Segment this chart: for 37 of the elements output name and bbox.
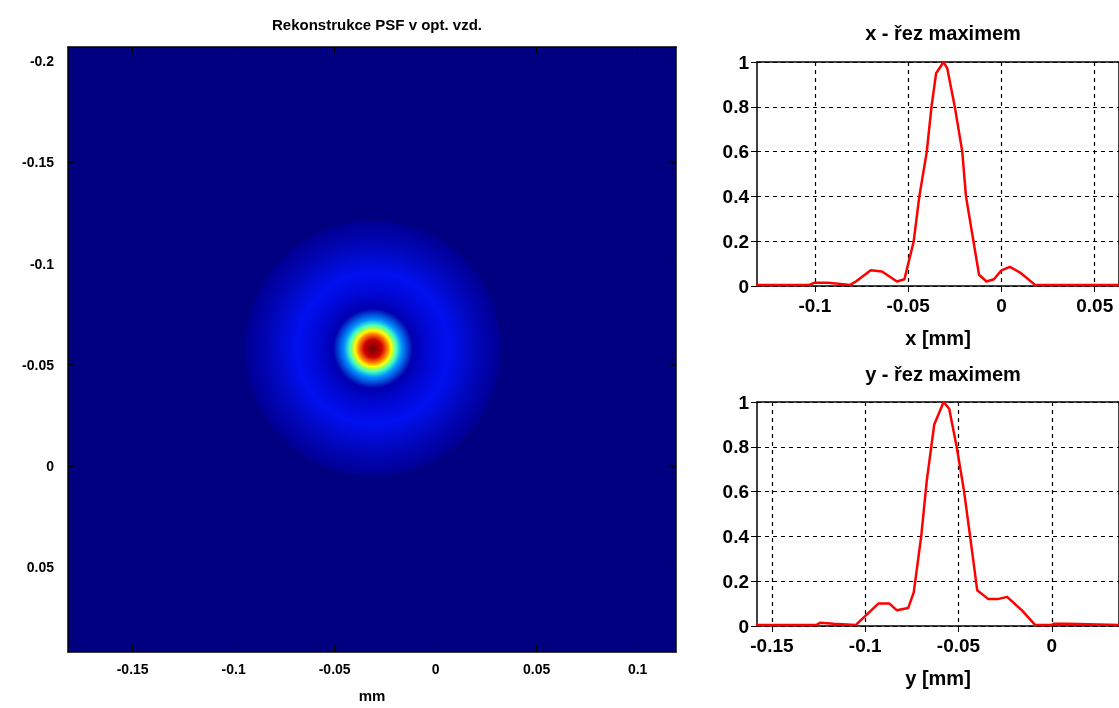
y-tick-label: -0.2 — [29, 53, 55, 70]
x-tick-label: 0.05 — [1076, 295, 1114, 316]
y-tick-label: 0.8 — [722, 96, 749, 118]
x-tick-label: 0 — [996, 295, 1007, 316]
y-tick-label: 0 — [738, 275, 749, 297]
x-axis-title: mm — [358, 687, 386, 704]
y-tick-label: -0.05 — [22, 356, 55, 373]
y-tick-label: 0.8 — [722, 436, 749, 458]
y-tick-label: 0 — [738, 615, 749, 637]
chart-title: y - řez maximem — [865, 363, 1021, 385]
y-tick-label: 0.6 — [722, 141, 749, 163]
y-tick-label: 1 — [738, 51, 750, 73]
x-tick-label: -0.05 — [886, 295, 931, 316]
y-tick-label: -0.15 — [22, 154, 55, 171]
x-tick-label: 0 — [1046, 635, 1058, 656]
y-tick-label: 0.05 — [26, 559, 55, 576]
x-tick-label: -0.15 — [116, 661, 149, 677]
y-tick-label: 1 — [738, 391, 750, 413]
x-tick-label: -0.1 — [848, 635, 883, 656]
x-tick-label: 0.1 — [627, 661, 648, 677]
y-tick-label: 0.4 — [722, 525, 750, 547]
x-tick-label: -0.05 — [936, 635, 981, 656]
chart-title: x - řez maximem — [865, 22, 1021, 44]
x-tick-label: -0.05 — [318, 661, 351, 677]
x-tick-label: -0.1 — [798, 295, 832, 316]
chart-title: Rekonstrukce PSF v opt. vzd. — [271, 16, 483, 33]
x-tick-label: 0.05 — [523, 661, 551, 677]
x-tick-label: -0.1 — [221, 661, 246, 677]
y-tick-label: 0.4 — [722, 185, 750, 207]
y-tick-label: 0.2 — [722, 570, 749, 592]
y-tick-label: 0 — [46, 457, 55, 474]
x-axis-title: y [mm] — [905, 667, 971, 689]
y-tick-label: -0.1 — [29, 255, 55, 272]
y-tick-label: 0.2 — [722, 230, 749, 252]
y-tick-label: 0.6 — [722, 481, 749, 503]
x-tick-label: 0 — [431, 661, 440, 677]
x-axis-title: x [mm] — [905, 327, 971, 349]
